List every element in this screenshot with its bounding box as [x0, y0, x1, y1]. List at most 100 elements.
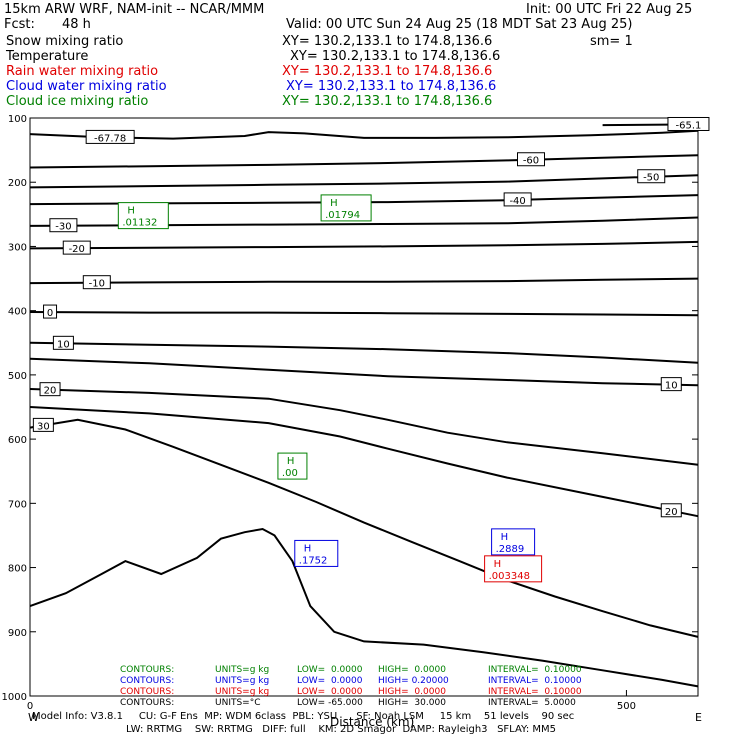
isotherm-line: [29, 277, 699, 285]
contour-interval: INTERVAL= 0.10000: [488, 676, 582, 686]
field-snow-name: Snow mixing ratio: [6, 34, 124, 49]
y-tick-label: 400: [8, 307, 27, 318]
valid-time: Valid: 00 UTC Sun 24 Aug 25 (18 MDT Sat …: [286, 17, 633, 32]
y-tick-label: 300: [8, 242, 27, 253]
isotherm-label-box: [517, 152, 545, 167]
footer-model-info: Model Info: V3.8.1 CU: G-F Ens MP: WDM 6…: [32, 711, 575, 722]
maximum-value: .00: [282, 468, 298, 479]
isotherm-label: 20: [44, 386, 57, 397]
isotherm-label: -65.1: [676, 120, 702, 131]
contour-units: UNITS=g kg: [215, 665, 270, 675]
isotherm-line: [29, 240, 699, 250]
isotherm-label: 10: [57, 339, 70, 350]
forecast-hours: 48 h: [62, 17, 91, 32]
maximum-box: [320, 194, 372, 222]
y-tick-label: 100: [8, 114, 27, 125]
maximum-value: .003348: [489, 571, 530, 582]
contour-low: LOW= -65.000: [297, 698, 363, 708]
isotherm-line: [29, 406, 699, 518]
field-cloudwater-name: Cloud water mixing ratio: [6, 79, 167, 94]
isotherm-label: 10: [665, 381, 678, 392]
contour-label: CONTOURS:: [120, 665, 175, 675]
x-axis-label: Distance (km): [330, 715, 415, 729]
footer-right-end: E: [695, 711, 702, 724]
maximum-marker: H: [330, 198, 338, 209]
isotherm-line: [29, 311, 699, 317]
isotherm-label-box: [43, 304, 58, 319]
isotherm-label: 20: [665, 507, 678, 518]
maximum-box: [294, 539, 339, 567]
contour-high: HIGH= 0.20000: [378, 676, 449, 686]
field-rain-xy: XY= 130.2,133.1 to 174.8,136.6: [282, 64, 493, 79]
field-snow-xy: XY= 130.2,133.1 to 174.8,136.6: [282, 34, 493, 49]
maximum-box: [277, 452, 308, 480]
y-tick-label: 200: [8, 178, 27, 189]
field-cloudice-xy: XY= 130.2,133.1 to 174.8,136.6: [282, 94, 493, 109]
maximum-value: .2889: [496, 544, 525, 555]
maximum-marker: H: [494, 559, 502, 570]
field-temperature-name: Temperature: [6, 49, 89, 64]
model-title: 15km ARW WRF, NAM-init -- NCAR/MMM: [4, 2, 265, 17]
field-temperature-xy: XY= 130.2,133.1 to 174.8,136.6: [290, 49, 501, 64]
x-tick-label: 500: [617, 701, 636, 712]
isotherm-label: -10: [89, 279, 105, 290]
isotherm-label: -60: [523, 156, 539, 167]
contour-high: HIGH= 0.0000: [378, 687, 446, 697]
maximum-marker: H: [501, 532, 509, 543]
isotherm-label: -20: [69, 244, 85, 255]
isotherm-label: 30: [37, 421, 50, 432]
isotherm-label-box: [637, 169, 666, 184]
isotherm-label-box: [82, 275, 111, 290]
init-time: Init: 00 UTC Fri 22 Aug 25: [526, 2, 693, 17]
contour-low: LOW= 0.0000: [297, 687, 363, 697]
y-tick-label: 600: [8, 435, 27, 446]
isotherm-label-box: [32, 417, 54, 432]
isotherm-line: [29, 418, 699, 638]
maximum-value: .01794: [325, 210, 360, 221]
isotherm-line: [29, 357, 699, 387]
y-tick-label: 1000: [2, 692, 27, 703]
isotherm-label-box: [49, 218, 78, 233]
isotherm-label-box: [660, 377, 682, 392]
contour-label: CONTOURS:: [120, 698, 175, 708]
maximum-box: [484, 555, 543, 583]
maximum-marker: H: [287, 456, 295, 467]
isotherm-label: 0: [47, 308, 53, 319]
contour-units: UNITS=g kg: [215, 687, 270, 697]
contour-label: CONTOURS:: [120, 687, 175, 697]
isotherm-line: [29, 129, 699, 140]
isotherm-label-box: [52, 335, 74, 350]
contour-interval: INTERVAL= 5.0000: [488, 698, 576, 708]
isotherm-label-box: [667, 116, 710, 131]
contour-high: HIGH= 30.000: [378, 698, 446, 708]
isotherm-label: -40: [509, 196, 525, 207]
contour-interval: INTERVAL= 0.10000: [488, 665, 582, 675]
forecast-label: Fcst:: [4, 17, 35, 32]
y-tick-label: 800: [8, 564, 27, 575]
y-tick-label: 900: [8, 628, 27, 639]
isotherm-label-box: [503, 192, 532, 207]
field-cloudwater-xy: XY= 130.2,133.1 to 174.8,136.6: [286, 79, 497, 94]
contour-interval: INTERVAL= 0.10000: [488, 687, 582, 697]
x-tick-label: 0: [27, 701, 33, 712]
y-tick-label: 700: [8, 499, 27, 510]
isotherm-label-box: [39, 382, 61, 397]
maximum-box: [491, 528, 536, 556]
contour-units: UNITS=°C: [215, 698, 261, 708]
isotherm-label: -30: [55, 222, 71, 233]
contour-low: LOW= 0.0000: [297, 676, 363, 686]
isotherm-label: -67.78: [94, 133, 126, 144]
isotherm-line: [29, 388, 699, 466]
isotherm-label-box: [660, 503, 682, 518]
maximum-marker: H: [127, 206, 135, 217]
contour-low: LOW= 0.0000: [297, 665, 363, 675]
isotherm-label-box: [62, 240, 91, 255]
maximum-marker: H: [304, 543, 312, 554]
isotherm-line: [29, 154, 699, 169]
field-rain-name: Rain water mixing ratio: [6, 64, 159, 79]
isotherm-line: [29, 341, 699, 364]
contour-high: HIGH= 0.0000: [378, 665, 446, 675]
y-tick-label: 500: [8, 371, 27, 382]
maximum-value: .1752: [299, 555, 328, 566]
